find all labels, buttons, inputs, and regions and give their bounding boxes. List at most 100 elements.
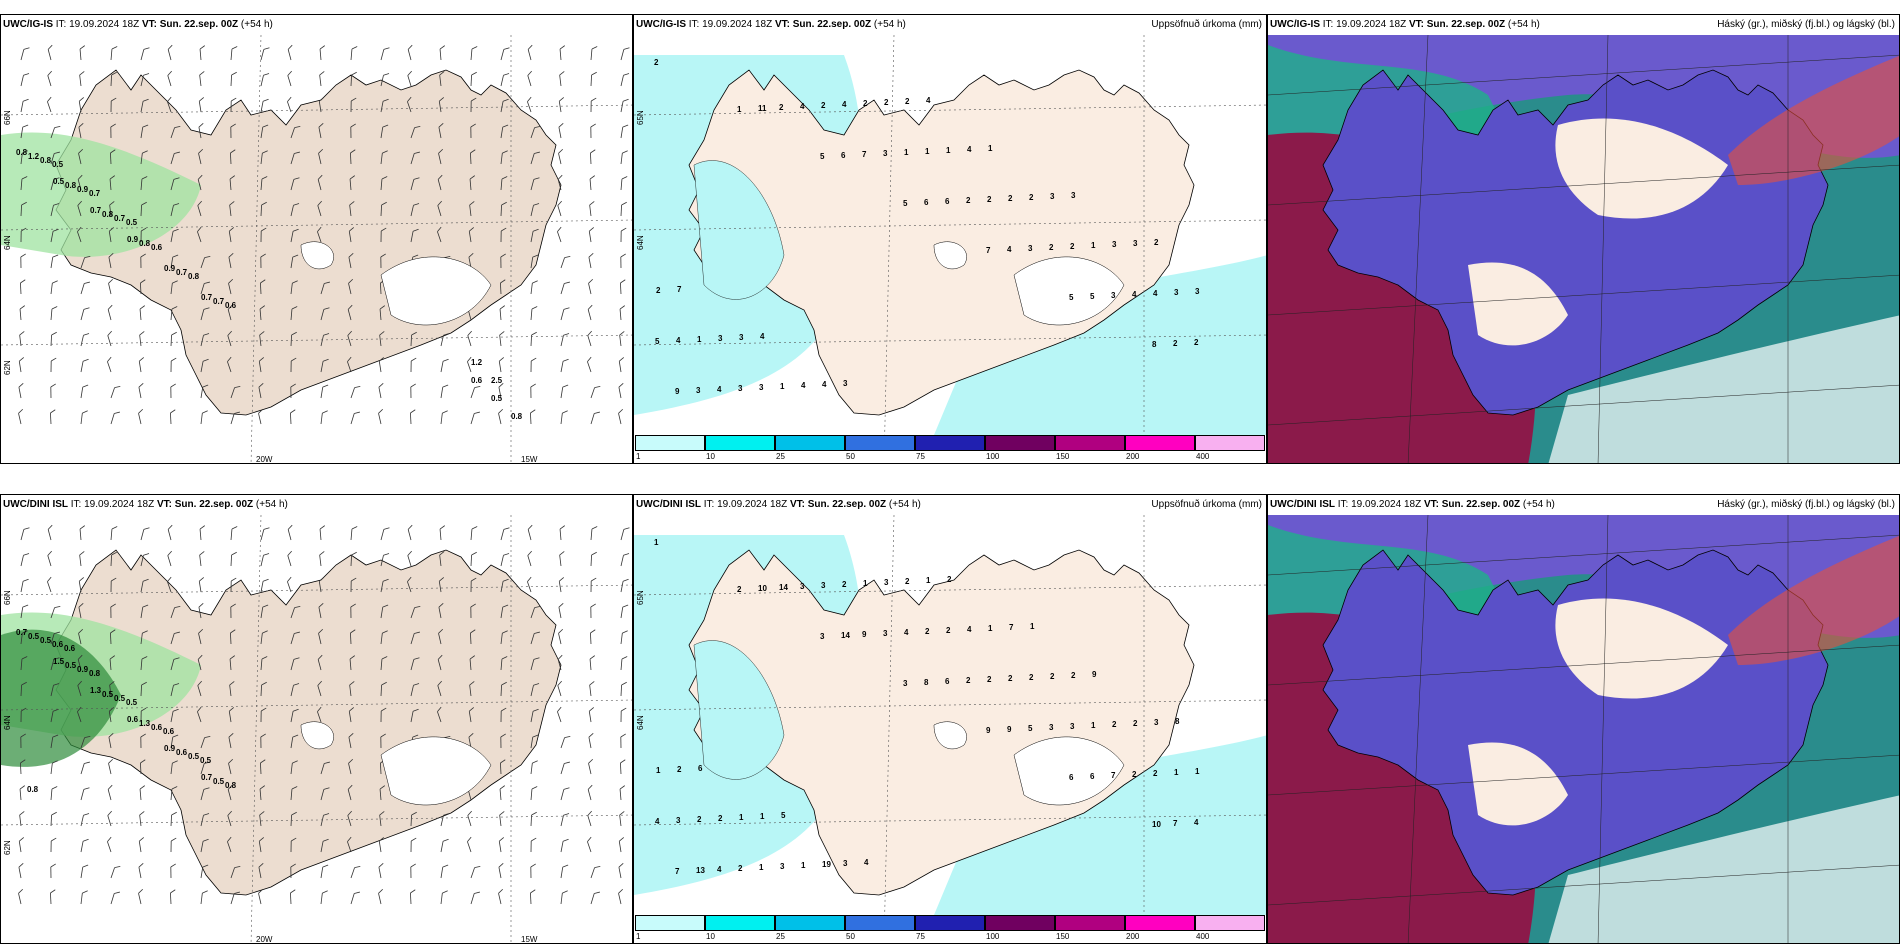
value-label: 1 xyxy=(656,766,661,775)
wind-barb xyxy=(380,176,388,191)
wind-barb xyxy=(380,253,386,269)
colorbar-tick-label: 100 xyxy=(986,932,1000,941)
graticule-line xyxy=(1268,754,1899,796)
wind-barb xyxy=(20,656,28,671)
value-label: 3 xyxy=(1071,191,1076,200)
wind-barb xyxy=(468,227,475,243)
wind-barb xyxy=(287,550,292,567)
wind-barb xyxy=(407,70,412,87)
wind-barb xyxy=(228,253,234,269)
wind-barb xyxy=(260,150,268,165)
panel-header: UWC/DINI ISL IT: 19.09.2024 18Z VT: Sun.… xyxy=(3,499,288,510)
wind-barb xyxy=(227,356,232,373)
wind-barb xyxy=(470,97,477,113)
value-label: 0.7 xyxy=(16,628,28,637)
wind-barb xyxy=(139,785,145,801)
wind-barb xyxy=(407,524,413,541)
value-label: 4 xyxy=(800,102,805,111)
wind-barb xyxy=(500,201,507,217)
wind-barb xyxy=(290,863,296,879)
wind-barb xyxy=(530,631,540,645)
value-label: 3 xyxy=(1111,291,1116,300)
wind-barb xyxy=(410,811,417,827)
wind-barb xyxy=(20,527,30,541)
wind-barb xyxy=(410,125,421,139)
value-label: 3 xyxy=(820,632,825,641)
value-label: 2 xyxy=(905,97,910,106)
value-label: 1 xyxy=(654,538,659,547)
precip-colorbar: 1 10 25 50 75 100 150 200 400 xyxy=(634,915,1266,943)
wind-barb xyxy=(200,410,208,425)
colorbar-swatch xyxy=(845,435,915,451)
value-label: 0.8 xyxy=(139,239,151,248)
wind-barb xyxy=(380,656,388,671)
wind-barb xyxy=(107,836,112,853)
value-label: 4 xyxy=(1153,289,1158,298)
wind-barb xyxy=(407,44,413,61)
wind-barb xyxy=(438,148,444,165)
value-label: 0.5 xyxy=(40,636,52,645)
graticule-line xyxy=(634,334,1266,346)
wind-barb xyxy=(50,683,60,697)
value-label: 2 xyxy=(697,815,702,824)
wind-barb xyxy=(347,836,352,853)
colorbar-tick-label: 75 xyxy=(916,932,925,941)
value-label: 3 xyxy=(738,384,743,393)
wind-barb xyxy=(170,863,176,879)
wind-barb xyxy=(590,551,597,567)
wind-barb xyxy=(588,733,594,749)
wind-barb xyxy=(110,551,117,567)
wind-barb xyxy=(140,656,148,671)
wind-barb xyxy=(560,358,569,373)
value-label: 4 xyxy=(1132,290,1137,299)
wind-barb xyxy=(530,203,540,217)
wind-barb xyxy=(527,576,532,593)
wind-barb xyxy=(618,863,624,879)
map-canvas: 65N64N2155758911664523276332443224532122… xyxy=(634,34,1266,463)
wind-barb xyxy=(170,708,179,723)
wind-barb xyxy=(109,175,115,191)
wind-barb xyxy=(167,70,172,87)
wind-barb xyxy=(317,174,323,191)
wind-barb xyxy=(140,201,147,217)
wind-barb xyxy=(560,838,569,853)
wind-barb xyxy=(407,576,412,593)
wind-barb xyxy=(80,890,88,905)
wind-barb xyxy=(50,151,60,165)
wind-barb xyxy=(440,864,449,879)
wind-barb xyxy=(199,525,205,541)
wind-barb xyxy=(440,813,450,827)
wind-barb xyxy=(50,708,59,723)
wind-barb xyxy=(530,177,540,191)
wind-barb xyxy=(380,630,388,645)
wind-barb xyxy=(230,97,237,113)
value-label: 0.6 xyxy=(471,376,483,385)
wind-barb xyxy=(80,281,90,295)
value-label: 3 xyxy=(821,581,826,590)
value-label: 2 xyxy=(863,99,868,108)
wind-barb xyxy=(80,333,90,347)
wind-barb xyxy=(20,578,29,593)
wind-barb xyxy=(498,888,504,905)
wind-barb xyxy=(200,358,209,373)
lat-label: 65N xyxy=(636,110,645,125)
graticule-line xyxy=(1268,164,1899,206)
value-label: 0.5 xyxy=(213,777,225,786)
wind-barb xyxy=(320,358,329,373)
wind-barb xyxy=(469,681,475,697)
wind-barb xyxy=(140,527,150,541)
wind-barb xyxy=(350,97,357,113)
wind-barb xyxy=(470,891,480,905)
value-label: 0.5 xyxy=(114,694,126,703)
wind-barb xyxy=(50,306,58,321)
wind-barb xyxy=(110,629,116,645)
value-label: 3 xyxy=(676,816,681,825)
value-label: 1.3 xyxy=(139,719,151,728)
wind-barb xyxy=(50,280,58,295)
wind-barb xyxy=(470,603,476,619)
wind-barb xyxy=(410,409,416,425)
panel-header: UWC/IG-IS IT: 19.09.2024 18Z VT: Sun. 22… xyxy=(3,19,273,30)
wind-barb xyxy=(348,278,354,295)
wind-barb xyxy=(20,630,28,645)
value-label: 10 xyxy=(758,584,767,593)
